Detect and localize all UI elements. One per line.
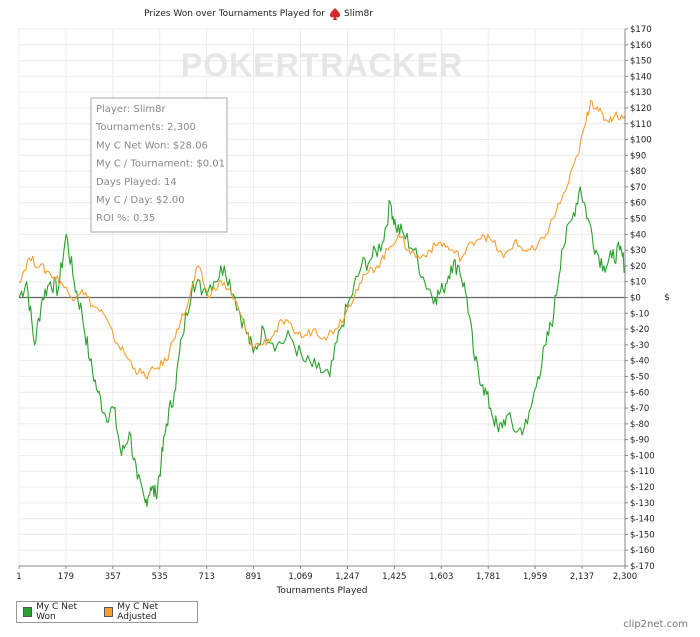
y-tick-label: $130	[630, 88, 652, 98]
x-tick-label: 2,137	[570, 572, 594, 582]
y-tick-label: $-100	[630, 451, 655, 461]
chart-title: Prizes Won over Tournaments Played for	[144, 9, 325, 19]
stats-annotation-box: Player: Slim8r Tournaments: 2,300 My C Net…	[90, 97, 228, 233]
y-tick-label: $-170	[630, 562, 655, 572]
y-tick-label: $150	[630, 57, 652, 67]
y-tick-label: $140	[630, 72, 652, 82]
y-tick-label: $60	[630, 199, 646, 209]
series-line-net-won	[18, 186, 626, 508]
legend-swatch-orange	[104, 607, 114, 617]
x-tick-label: 179	[58, 572, 74, 582]
annotation-line: ROI %: 0.35	[96, 213, 155, 224]
y-tick-label: $-10	[630, 309, 649, 319]
y-tick-label: $160	[630, 41, 652, 51]
x-tick-label: 1,425	[382, 572, 406, 582]
x-tick-label: 535	[152, 572, 168, 582]
legend-item-net-won: My C Net Won	[23, 602, 92, 622]
x-tick-label: 2,300	[613, 572, 637, 582]
y-tick-label: $20	[630, 262, 646, 272]
y-tick-label: $-150	[630, 530, 655, 540]
legend-item-net-adjusted: My C Net Adjusted	[104, 602, 191, 622]
axis-layer: $170 $160 $150 $140 $130 $120 $110 $100 $90 $80 $7…	[16, 25, 654, 582]
y-tick-label: $100	[630, 136, 652, 146]
series-layer	[18, 99, 626, 508]
y-tick-label: $170	[630, 25, 652, 35]
spade-icon	[330, 8, 340, 20]
annotation-line: My C / Day: $2.00	[96, 195, 185, 206]
x-tick-label: 1,247	[335, 572, 359, 582]
x-tick-label: 1	[16, 572, 21, 582]
y-tick-label: $-160	[630, 546, 655, 556]
annotation-line: Tournaments: 2,300	[95, 122, 196, 133]
chart-title-group: Prizes Won over Tournaments Played for S…	[144, 8, 373, 20]
annotation-line: My C Net Won: $28.06	[96, 140, 208, 151]
x-tick-label: 1,781	[476, 572, 500, 582]
annotation-line: My C / Tournament: $0.01	[96, 159, 225, 170]
y-tick-label: $50	[630, 215, 646, 225]
legend: My C Net Won My C Net Adjusted	[16, 601, 198, 623]
y-tick-label: $-110	[630, 467, 655, 477]
y-tick-label: $70	[630, 183, 646, 193]
y-tick-label: $-140	[630, 515, 655, 525]
y-tick-label: $-20	[630, 325, 649, 335]
y-tick-label: $120	[630, 104, 652, 114]
x-tick-label: 1,603	[429, 572, 453, 582]
legend-label-net-adjusted: My C Net Adjusted	[117, 602, 159, 622]
y-tick-label: $-130	[630, 499, 655, 509]
y-tick-label: $-60	[630, 388, 649, 398]
chart-player-name: Slim8r	[344, 9, 373, 19]
y-tick-label: $-30	[630, 341, 649, 351]
y-tick-label: $-70	[630, 404, 649, 414]
x-tick-label: 891	[245, 572, 261, 582]
y-tick-label: $0	[630, 294, 641, 304]
annotation-line: Days Played: 14	[96, 177, 177, 188]
y-tick-label: $90	[630, 151, 646, 161]
y-tick-label: $-120	[630, 483, 655, 493]
y-tick-label: $110	[630, 120, 652, 130]
y-tick-label: $40	[630, 230, 646, 240]
y-axis-label: $	[664, 293, 670, 303]
legend-label-net-won: My C Net Won	[36, 602, 77, 622]
y-tick-label: $-80	[630, 420, 649, 430]
x-tick-label: 357	[105, 572, 121, 582]
pokertracker-watermark: POKERTRACKER	[181, 47, 463, 83]
y-tick-label: $10	[630, 278, 646, 288]
x-axis-label: Tournaments Played	[275, 586, 367, 596]
y-tick-label: $-40	[630, 357, 649, 367]
x-tick-label: 713	[199, 572, 215, 582]
y-tick-label: $30	[630, 246, 646, 256]
series-line-net-adjusted	[18, 99, 626, 380]
annotation-line: Player: Slim8r	[96, 104, 166, 115]
legend-swatch-green	[23, 607, 33, 617]
y-tick-label: $-90	[630, 436, 649, 446]
clip2net-logo: clip2net.com	[623, 619, 688, 630]
x-tick-label: 1,959	[523, 572, 547, 582]
y-tick-label: $80	[630, 167, 646, 177]
y-tick-label: $-50	[630, 372, 649, 382]
x-tick-label: 1,069	[288, 572, 312, 582]
